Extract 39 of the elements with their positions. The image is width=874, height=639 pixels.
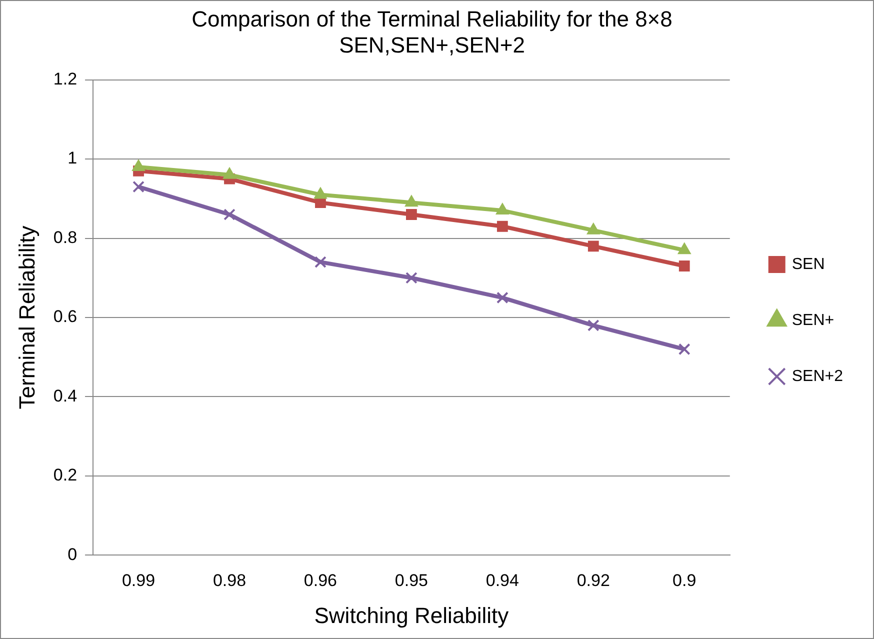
point [678, 242, 691, 254]
point [496, 203, 509, 215]
point [224, 208, 236, 220]
point [404, 195, 418, 207]
point [496, 292, 508, 304]
point [132, 180, 144, 193]
x-tick-label: 0.96 [304, 571, 338, 590]
x-tick-label: 0.94 [486, 571, 519, 590]
text: Comparison of the Terminal Reliability for the 8×8 [192, 6, 672, 32]
point [314, 256, 326, 268]
point [678, 343, 690, 356]
point [406, 209, 417, 220]
x-tick-label: 0.9 [672, 571, 696, 590]
y-tick-label: 0.6 [53, 307, 78, 326]
legend-label: SEN+2 [792, 368, 844, 385]
y-tick-label: 0 [68, 544, 78, 564]
x-axis-title: Switching Reliability [314, 602, 509, 628]
legend-label: SEN+ [792, 312, 834, 329]
y-tick-label: 0.2 [53, 466, 78, 485]
point [588, 240, 599, 252]
x-tick-label: 0.95 [394, 571, 428, 590]
point [496, 220, 508, 232]
point [678, 260, 690, 272]
y-tick-label: 1.2 [53, 69, 78, 88]
legend-label: SEN [792, 256, 825, 273]
point [314, 187, 328, 199]
y-tick-label: 0.4 [53, 386, 78, 406]
point [405, 272, 418, 284]
point [132, 159, 146, 171]
y-tick-label: 1 [68, 148, 78, 168]
text: SEN,SEN+,SEN+2 [339, 32, 525, 58]
x-tick-label: 0.99 [122, 571, 156, 590]
y-axis-title: Terminal Reliability [14, 226, 40, 410]
x-tick-label: 0.92 [576, 571, 610, 590]
x-tick-label: 0.98 [212, 571, 246, 590]
y-tick-label: 0.8 [53, 228, 78, 247]
point [586, 222, 600, 234]
point [587, 319, 600, 332]
point [222, 167, 236, 179]
